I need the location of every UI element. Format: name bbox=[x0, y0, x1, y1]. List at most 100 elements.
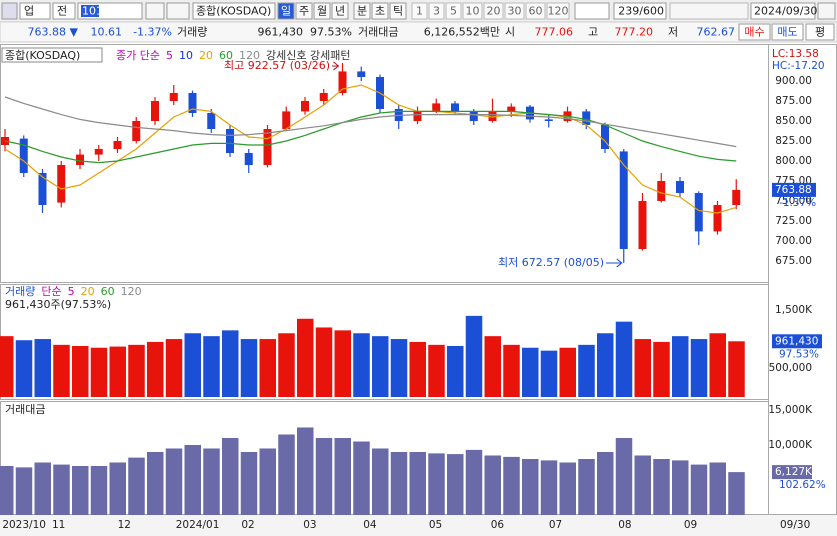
period-tab[interactable] bbox=[389, 2, 407, 20]
legend-entry: 120 bbox=[121, 285, 142, 298]
amount-bar bbox=[34, 462, 51, 515]
volume-label: 거래량 bbox=[177, 26, 207, 39]
legend-entry: 120 bbox=[239, 49, 260, 62]
volume-bar bbox=[447, 346, 464, 397]
amount-bar bbox=[578, 458, 595, 515]
volume-bar bbox=[315, 327, 333, 397]
volume-bar bbox=[128, 344, 145, 397]
last-volume: 961,430 bbox=[775, 335, 818, 347]
interval-label: 60 bbox=[529, 5, 543, 18]
interval-label: 1 bbox=[416, 5, 423, 18]
period-tab[interactable] bbox=[331, 2, 349, 20]
volume-bar bbox=[465, 315, 483, 397]
interval-tab[interactable] bbox=[411, 2, 428, 20]
candle-body bbox=[657, 181, 666, 201]
candle-body bbox=[76, 154, 84, 165]
amount-bar bbox=[484, 455, 501, 515]
count-field[interactable] bbox=[613, 2, 667, 20]
date-field[interactable] bbox=[750, 2, 816, 20]
candle-body bbox=[469, 111, 478, 121]
candle-body bbox=[19, 138, 28, 173]
volume-bar bbox=[615, 321, 633, 397]
last-amount: 6,127K bbox=[775, 466, 813, 478]
period-tab[interactable] bbox=[295, 2, 313, 20]
name-field[interactable] bbox=[192, 2, 276, 20]
menu-icon[interactable] bbox=[1, 2, 18, 20]
high: 777.20 bbox=[615, 26, 654, 39]
period-label: 틱 bbox=[393, 5, 403, 18]
interval-tab[interactable] bbox=[525, 2, 546, 20]
interval-tab[interactable] bbox=[483, 2, 504, 20]
volume-bar bbox=[240, 339, 258, 397]
amount-label: 거래대금 bbox=[358, 26, 398, 39]
amount-bar bbox=[634, 455, 651, 515]
amount-bar bbox=[184, 444, 201, 515]
volume-bar bbox=[409, 341, 426, 397]
high-label: 고 bbox=[588, 26, 598, 39]
amount-bar bbox=[222, 437, 239, 515]
volume-bar bbox=[34, 339, 51, 397]
volume-bar bbox=[690, 339, 708, 397]
amount-bar bbox=[53, 464, 70, 515]
candle-body bbox=[582, 111, 591, 125]
volume-bar bbox=[184, 333, 201, 397]
interval-tab[interactable] bbox=[428, 2, 445, 20]
x-tick-label: 05 bbox=[429, 519, 442, 531]
volume-bar bbox=[15, 340, 33, 397]
amount-bar bbox=[15, 467, 33, 515]
search-button[interactable] bbox=[145, 2, 165, 20]
x-tick-label: 2024/01 bbox=[176, 519, 220, 531]
amount-bar bbox=[372, 448, 389, 515]
interval-select[interactable] bbox=[574, 2, 610, 20]
volume-bar bbox=[0, 336, 14, 397]
interval-tab[interactable] bbox=[504, 2, 525, 20]
y-tick-label: 850.00 bbox=[775, 115, 812, 127]
period-tab[interactable] bbox=[277, 2, 295, 20]
candle-body bbox=[694, 193, 703, 232]
sound-button[interactable] bbox=[166, 2, 190, 20]
volume-bar bbox=[278, 333, 295, 397]
interval-tab[interactable] bbox=[462, 2, 483, 20]
sell-button[interactable] bbox=[771, 23, 804, 41]
volume-bar bbox=[578, 344, 595, 397]
legend-entry: 60 bbox=[219, 49, 233, 62]
candle-body bbox=[207, 113, 216, 129]
legend-entry: 20 bbox=[81, 285, 95, 298]
volume-bar bbox=[372, 336, 389, 397]
candle-body bbox=[226, 129, 234, 153]
moving-average bbox=[4, 96, 737, 148]
period-label: 주 bbox=[299, 5, 309, 18]
volume-bar bbox=[109, 346, 126, 397]
amount-bar bbox=[390, 451, 408, 515]
name: 종합(KOSDAQ) bbox=[196, 5, 271, 18]
volume-pct: 97.53% bbox=[310, 26, 352, 39]
buy-button[interactable] bbox=[738, 23, 771, 41]
candle-body bbox=[488, 111, 497, 121]
amount-bar bbox=[315, 437, 333, 515]
interval-tab[interactable] bbox=[445, 2, 462, 20]
last-volume-pct: 97.53% bbox=[779, 348, 819, 360]
x-tick-label: 02 bbox=[241, 519, 254, 531]
amount-bar bbox=[90, 465, 108, 515]
x-tick-label: 09 bbox=[684, 519, 697, 531]
y-tick-label: 10,000K bbox=[768, 439, 813, 451]
period-tab[interactable] bbox=[313, 2, 331, 20]
calendar-button[interactable] bbox=[817, 2, 836, 20]
interval-tab[interactable] bbox=[546, 2, 570, 20]
amount-bar bbox=[278, 434, 295, 515]
scope-select[interactable] bbox=[52, 2, 76, 20]
candle-body bbox=[507, 106, 516, 112]
amount-bar bbox=[559, 462, 576, 515]
tool-icons[interactable] bbox=[669, 2, 749, 20]
legend-entry: 5 bbox=[68, 285, 75, 298]
legend-entry: 20 bbox=[199, 49, 213, 62]
period-tab[interactable] bbox=[353, 2, 371, 20]
market-select[interactable] bbox=[19, 2, 51, 20]
amount: 6,126,552백만 bbox=[424, 26, 500, 39]
amount-bar bbox=[540, 460, 558, 515]
candle-body bbox=[132, 121, 141, 141]
balance-button[interactable] bbox=[805, 23, 835, 41]
period-tab[interactable] bbox=[371, 2, 389, 20]
volume-bar bbox=[390, 339, 408, 397]
